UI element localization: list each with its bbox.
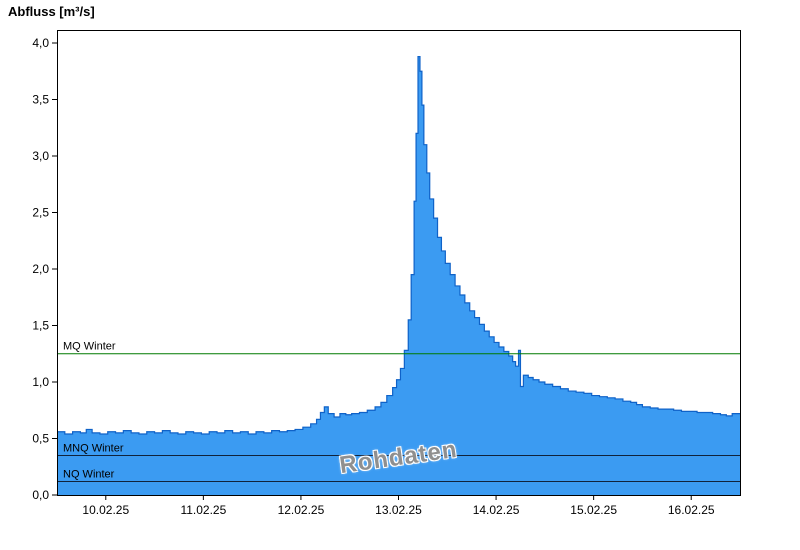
y-tick-label: 2,5	[32, 205, 49, 219]
y-tick-label: 3,0	[32, 149, 49, 163]
y-tick-label: 0,0	[32, 488, 49, 502]
y-tick-label: 1,0	[32, 375, 49, 389]
ref-line-label: MNQ Winter	[63, 442, 124, 454]
x-tick-label: 10.02.25	[82, 503, 129, 517]
x-tick-label: 11.02.25	[180, 503, 226, 517]
y-tick-label: 1,5	[32, 318, 49, 332]
ref-line-label: NQ Winter	[63, 468, 115, 480]
x-tick-label: 14.02.25	[473, 503, 520, 517]
chart-title: Abfluss [m³/s]	[8, 4, 95, 19]
y-tick-label: 4,0	[32, 36, 49, 50]
x-tick-label: 12.02.25	[278, 503, 325, 517]
y-tick-label: 3,5	[32, 92, 49, 106]
discharge-line	[57, 55, 740, 435]
discharge-area	[57, 56, 740, 495]
x-tick-label: 15.02.25	[570, 503, 617, 517]
x-tick-label: 16.02.25	[668, 503, 715, 517]
ref-line-label: MQ Winter	[63, 341, 116, 353]
y-tick-label: 0,5	[32, 431, 49, 445]
x-tick-label: 13.02.25	[375, 503, 422, 517]
plot-group: MQ Winter MNQ Winter NQ Winter	[57, 55, 740, 495]
y-tick-label: 2,0	[32, 262, 49, 276]
